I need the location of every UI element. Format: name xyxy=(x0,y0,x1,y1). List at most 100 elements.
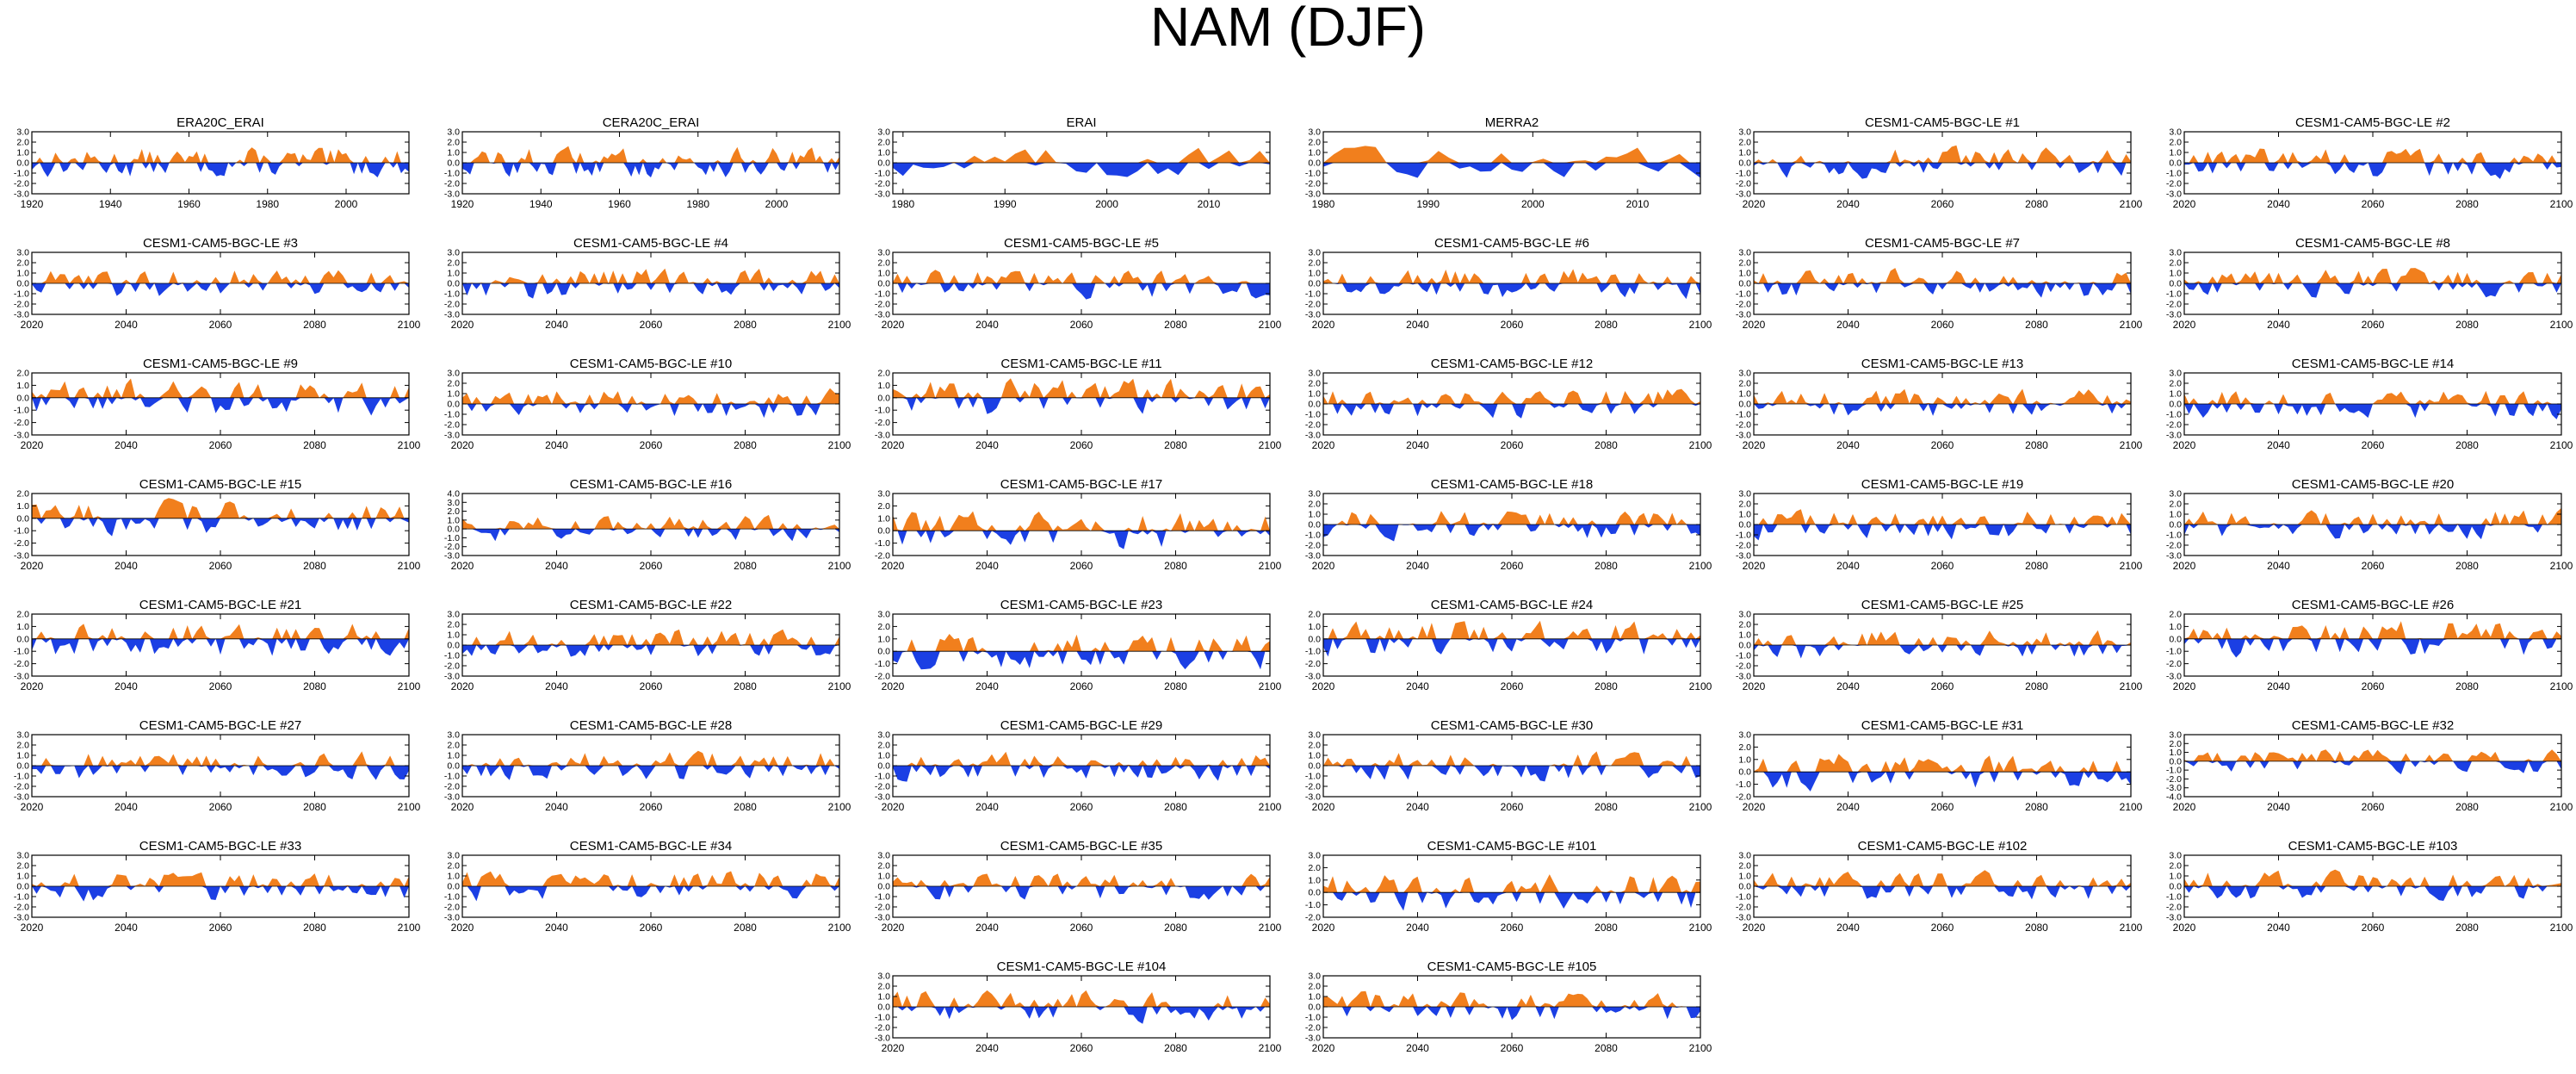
x-tick-label: 2100 xyxy=(2550,319,2573,331)
y-tick-label: -2.0 xyxy=(444,782,460,792)
chart-panel: CESM1-CAM5-BGC-LE #23 3.0 2.0 1.0 0.0 -1.0 -2.… xyxy=(875,598,1282,692)
y-tick-label: 2.0 xyxy=(1738,620,1751,630)
y-tick-label: 3.0 xyxy=(447,730,460,741)
panel-title: CESM1-CAM5-BGC-LE #8 xyxy=(2295,236,2450,251)
y-tick-label: -3.0 xyxy=(1305,551,1321,562)
y-tick-label: -1.0 xyxy=(14,289,29,300)
y-tick-label: 1.0 xyxy=(877,992,890,1003)
x-tick-label: 2040 xyxy=(1406,560,1429,572)
x-tick-label: 2100 xyxy=(828,801,851,813)
x-tick-label: 2020 xyxy=(882,801,905,813)
y-tick-label: 0.0 xyxy=(1738,641,1751,651)
y-tick-label: 1.0 xyxy=(16,381,29,391)
y-tick-label: -2.0 xyxy=(444,300,460,310)
panel-title: MERRA2 xyxy=(1485,115,1539,130)
y-tick-label: 2.0 xyxy=(1308,500,1321,510)
y-tick-label: 1.0 xyxy=(1308,622,1321,632)
x-tick-label: 2100 xyxy=(2550,922,2573,934)
x-tick-label: 2040 xyxy=(545,680,568,692)
y-tick-label: -2.0 xyxy=(14,538,29,549)
y-tick-label: -3.0 xyxy=(875,913,890,923)
y-tick-label: -3.0 xyxy=(444,672,460,682)
y-tick-label: -2.0 xyxy=(1305,541,1321,551)
y-tick-label: -3.0 xyxy=(444,913,460,923)
x-tick-label: 2080 xyxy=(2455,560,2479,572)
y-tick-label: -1.0 xyxy=(875,289,890,300)
y-tick-label: 1.0 xyxy=(2169,269,2182,279)
chart-panel: CESM1-CAM5-BGC-LE #11 2.0 1.0 0.0 -1.0 -2.0 -3… xyxy=(875,357,1282,451)
panel-title: CESM1-CAM5-BGC-LE #24 xyxy=(1431,598,1593,612)
positive-area xyxy=(32,872,409,886)
y-tick-label: 2.0 xyxy=(1308,258,1321,269)
x-tick-label: 2000 xyxy=(1095,198,1118,210)
y-tick-label: 1.0 xyxy=(1738,510,1751,520)
x-tick-label: 1980 xyxy=(1312,198,1335,210)
x-tick-label: 2020 xyxy=(21,560,44,572)
x-tick-label: 2100 xyxy=(828,439,851,451)
y-tick-label: 0.0 xyxy=(1738,882,1751,892)
y-tick-label: 1.0 xyxy=(1308,875,1321,885)
x-tick-label: 2080 xyxy=(1164,1042,1187,1054)
positive-area xyxy=(1323,874,1700,893)
y-tick-label: -3.0 xyxy=(1736,551,1751,562)
y-tick-label: 0.0 xyxy=(1308,520,1321,531)
y-tick-label: 3.0 xyxy=(877,248,890,258)
y-tick-label: -2.0 xyxy=(875,1023,890,1034)
y-tick-label: -3.0 xyxy=(1305,431,1321,441)
x-tick-label: 2060 xyxy=(1931,680,1954,692)
chart-panel: CESM1-CAM5-BGC-LE #7 3.02.01.00.0-1.0-2.0… xyxy=(1736,236,2143,331)
x-tick-label: 1990 xyxy=(994,198,1017,210)
x-tick-label: 2080 xyxy=(734,801,757,813)
chart-panel: CESM1-CAM5-BGC-LE #1 3.02.01.00.0-1.0-2.0… xyxy=(1736,115,2143,210)
x-tick-label: 2040 xyxy=(115,801,138,813)
negative-area xyxy=(32,518,409,537)
x-tick-label: 2040 xyxy=(1406,680,1429,692)
positive-area xyxy=(2184,268,2561,283)
positive-area xyxy=(1323,269,1700,283)
y-tick-label: -2.0 xyxy=(2166,420,2182,431)
x-tick-label: 2020 xyxy=(451,319,474,331)
y-tick-label: -2.0 xyxy=(444,179,460,189)
y-tick-label: -3.0 xyxy=(14,189,29,200)
chart-panel: CESM1-CAM5-BGC-LE #19 3.02.01.00.0-1.0-2.… xyxy=(1736,477,2143,572)
y-tick-label: -1.0 xyxy=(444,533,460,543)
y-tick-label: 3.0 xyxy=(877,851,890,861)
y-tick-label: 1.0 xyxy=(1308,510,1321,520)
y-tick-label: 1.0 xyxy=(1738,754,1751,765)
x-tick-label: 2020 xyxy=(882,1042,905,1054)
x-tick-label: 2100 xyxy=(398,319,421,331)
y-tick-label: 2.0 xyxy=(877,369,890,379)
positive-area xyxy=(893,873,1270,886)
x-tick-label: 2100 xyxy=(2550,801,2573,813)
y-tick-label: 0.0 xyxy=(1738,400,1751,410)
chart-panel: CESM1-CAM5-BGC-LE #18 3.02.01.00.0-1.0-2.… xyxy=(1305,477,1712,572)
chart-panel: CESM1-CAM5-BGC-LE #3 3.02.01.00.0-1.0-2.0… xyxy=(14,236,421,331)
positive-area xyxy=(32,751,409,766)
x-tick-label: 2080 xyxy=(1164,922,1187,934)
y-tick-label: -1.0 xyxy=(875,892,890,903)
chart-panel: CESM1-CAM5-BGC-LE #32 3.02.01.00.0-1.0-2.… xyxy=(2166,718,2573,813)
y-tick-label: -2.0 xyxy=(14,300,29,310)
negative-area xyxy=(2184,886,2561,901)
negative-area xyxy=(32,766,409,780)
x-tick-label: 2060 xyxy=(209,922,232,934)
y-tick-label: -2.0 xyxy=(14,179,29,189)
y-tick-label: 3.0 xyxy=(877,972,890,982)
negative-area xyxy=(2184,525,2561,540)
y-tick-label: -3.0 xyxy=(875,189,890,200)
x-tick-label: 1920 xyxy=(451,198,474,210)
chart-panel: CESM1-CAM5-BGC-LE #103 3.02.01.00.0-1.0-2… xyxy=(2166,839,2573,934)
y-tick-label: 3.0 xyxy=(2169,369,2182,379)
x-tick-label: 2080 xyxy=(2025,680,2048,692)
y-tick-label: -1.0 xyxy=(1305,410,1321,420)
y-tick-label: -1.0 xyxy=(875,772,890,782)
x-tick-label: 2040 xyxy=(1406,1042,1429,1054)
negative-area xyxy=(1754,163,2131,179)
y-tick-label: 3.0 xyxy=(447,610,460,620)
negative-area xyxy=(893,163,1270,177)
y-tick-label: 2.0 xyxy=(16,489,29,500)
chart-panel: CESM1-CAM5-BGC-LE #102 3.02.01.00.0-1.0-2… xyxy=(1736,839,2143,934)
y-tick-label: -2.0 xyxy=(444,542,460,552)
x-tick-label: 2100 xyxy=(2120,922,2143,934)
